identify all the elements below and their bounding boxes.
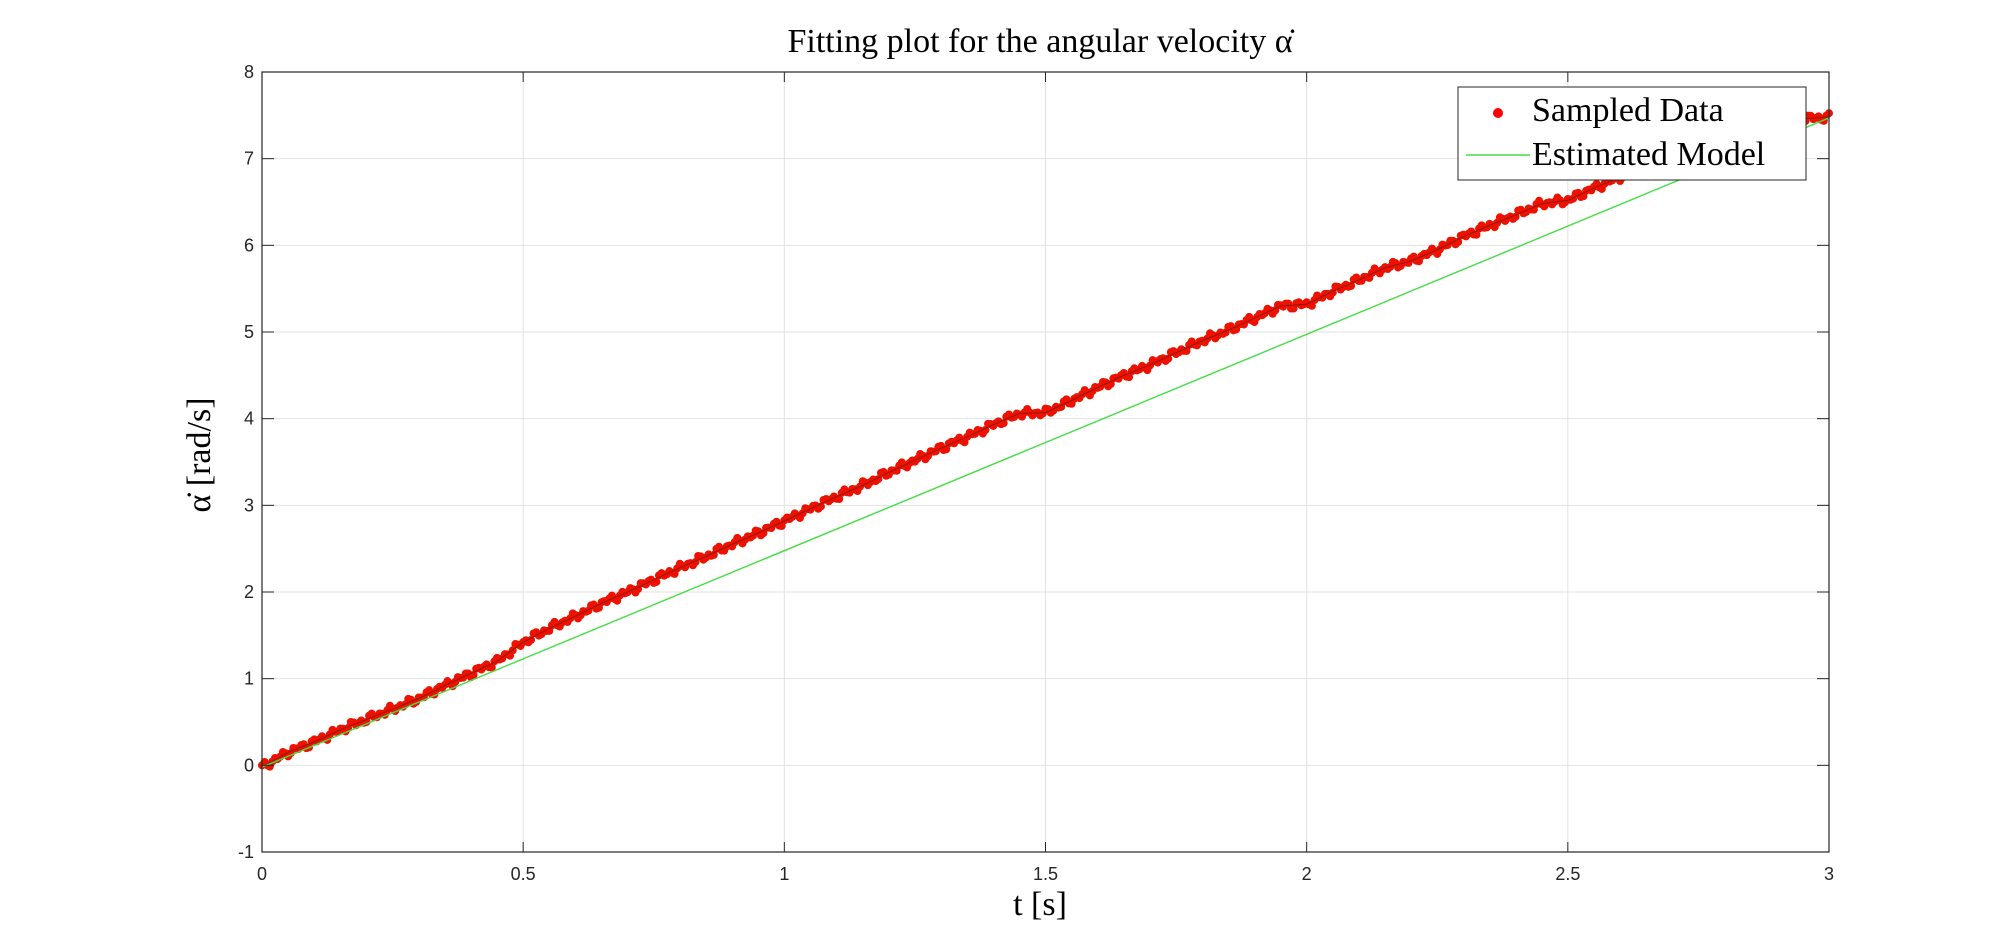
sampled-data-point: [709, 550, 718, 559]
y-tick-label: 0: [244, 755, 254, 775]
sampled-data-point: [1164, 354, 1173, 363]
y-tick-label: 7: [244, 149, 254, 169]
estimated-model-line: [261, 117, 1830, 768]
legend: Sampled Data Estimated Model: [1457, 86, 1807, 181]
y-tick-label: 1: [244, 669, 254, 689]
ticks: [261, 71, 1830, 853]
sampled-data-outline: [261, 116, 1830, 768]
x-tick-label: 1.5: [1033, 864, 1058, 884]
sampled-data-point: [1511, 212, 1520, 221]
y-tick-label: 2: [244, 582, 254, 602]
x-tick-label: 0: [257, 864, 267, 884]
x-tick-label: 3: [1824, 864, 1834, 884]
y-tick-label: -1: [238, 842, 254, 862]
sampled-data-point: [487, 663, 496, 672]
sampled-data-point: [1472, 230, 1481, 239]
y-tick-label: 5: [244, 322, 254, 342]
y-tick-label: 4: [244, 409, 254, 429]
sampled-data-point: [527, 635, 536, 644]
legend-label-sampled: Sampled Data: [1532, 92, 1724, 129]
y-axis-label: α̇ [rad/s]: [181, 397, 218, 512]
x-tick-label: 2: [1302, 864, 1312, 884]
y-tick-label: 3: [244, 495, 254, 515]
legend-box: [1457, 86, 1807, 181]
chart-title: Fitting plot for the angular velocity α̇: [787, 23, 1294, 60]
legend-marker-sampled: [1493, 108, 1503, 118]
legend-label-model: Estimated Model: [1532, 136, 1765, 173]
x-axis-label: t [s]: [1013, 886, 1067, 923]
y-tick-label: 6: [244, 235, 254, 255]
series-layer: [258, 109, 1833, 771]
y-tick-label: 8: [244, 62, 254, 82]
x-tick-label: 0.5: [511, 864, 536, 884]
x-tick-label: 1: [779, 864, 789, 884]
x-tick-label: 2.5: [1555, 864, 1580, 884]
